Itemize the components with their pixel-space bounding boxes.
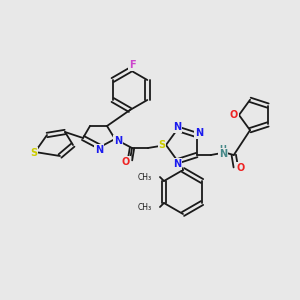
Text: O: O [237,163,245,173]
Text: N: N [219,149,227,159]
Text: N: N [114,136,122,146]
Text: N: N [173,159,181,169]
Text: N: N [173,122,181,132]
Text: S: S [158,140,166,150]
Text: F: F [129,60,135,70]
Text: H: H [219,145,226,154]
Text: O: O [122,157,130,167]
Text: N: N [95,145,103,155]
Text: CH₃: CH₃ [138,172,152,182]
Text: CH₃: CH₃ [138,202,152,211]
Text: O: O [230,110,238,120]
Text: S: S [30,148,38,158]
Text: N: N [195,128,203,138]
